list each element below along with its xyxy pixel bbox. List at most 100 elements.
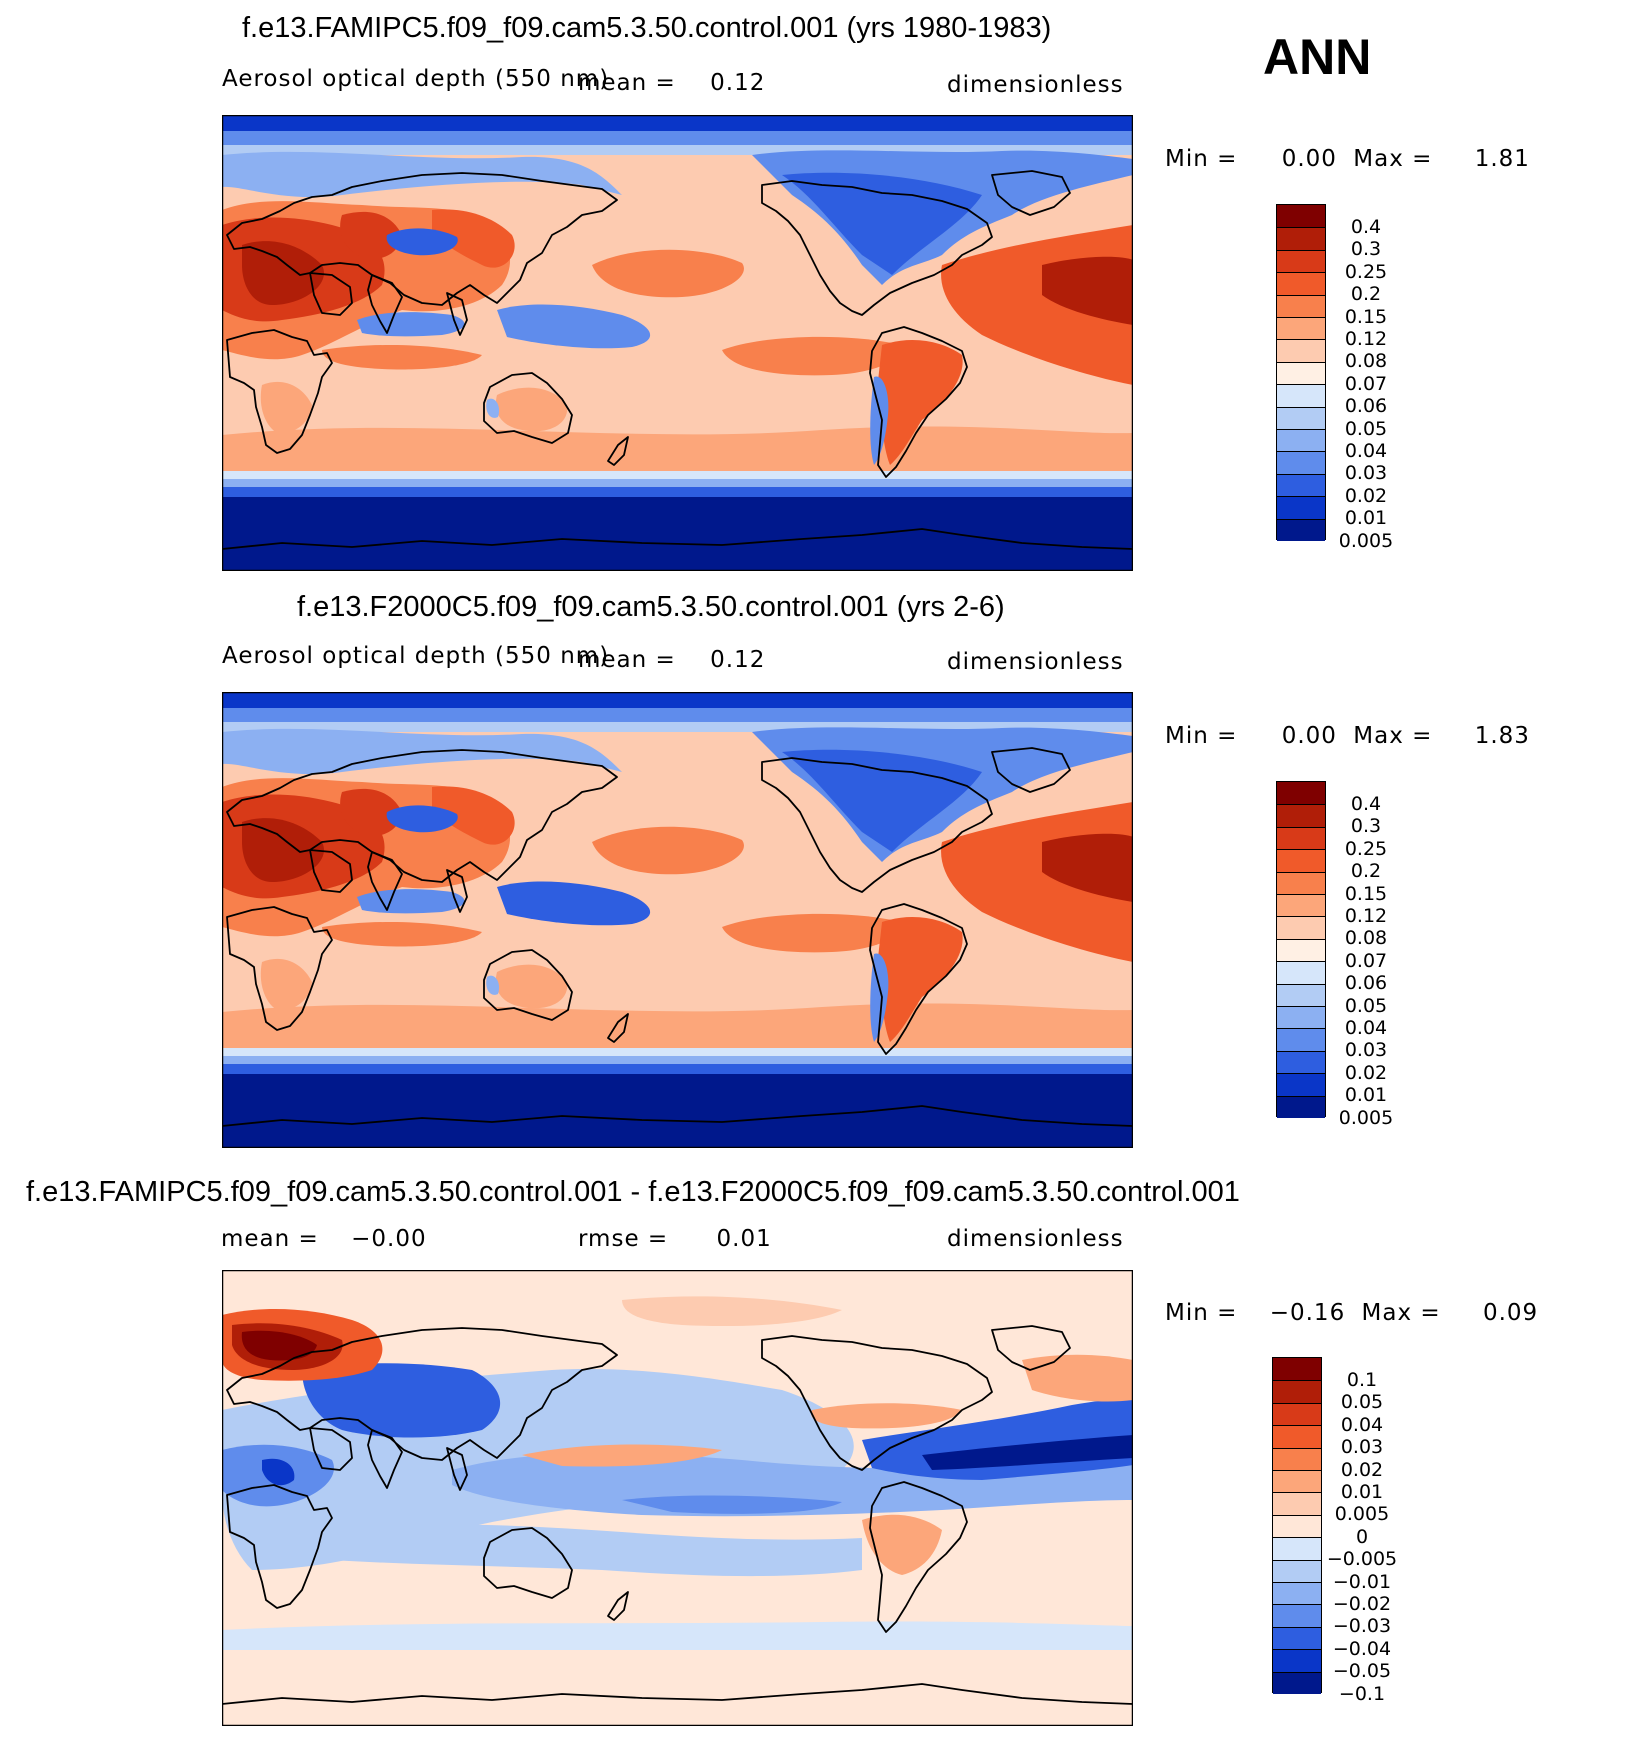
- colorbar-label: −0.03: [1332, 1615, 1392, 1638]
- colorbar-swatch: [1273, 1447, 1321, 1470]
- pacific-high-aod: [722, 913, 899, 953]
- colorbar-label: 0.08: [1344, 927, 1388, 950]
- colorbar-label: 0.005: [1338, 529, 1394, 552]
- colorbar-label: 0.02: [1344, 1061, 1388, 1084]
- colorbar-label: 0.2: [1350, 283, 1382, 306]
- colorbar-label: 0.01: [1344, 507, 1388, 530]
- colorbar-label: 0.3: [1350, 238, 1382, 261]
- colorbar-label: 0.15: [1344, 882, 1388, 905]
- coastline: [226, 1327, 618, 1461]
- australia-low-aod: [486, 398, 500, 418]
- australia-aod: [495, 387, 568, 432]
- colorbar-label: 0.25: [1344, 837, 1388, 860]
- map-frame: [222, 1270, 1133, 1726]
- colorbar-label: −0.02: [1332, 1593, 1392, 1615]
- colorbar-label: 0.04: [1344, 1017, 1388, 1039]
- colorbar-box: [1276, 781, 1326, 1118]
- colorbar-swatch: [1277, 826, 1325, 850]
- zero-band: [222, 1621, 1133, 1650]
- dust-core: [242, 818, 324, 882]
- north-polar-band: [222, 145, 1133, 155]
- colorbar-swatch: [1273, 1402, 1321, 1426]
- positive-diff-region: [622, 1296, 842, 1327]
- positive-diff-core: [241, 1330, 317, 1361]
- panel-2-mean-label: mean =: [578, 647, 676, 673]
- south-polar-band: [222, 471, 1133, 479]
- panel-3-min-label: Min =: [1165, 1300, 1238, 1326]
- coastline: [226, 172, 618, 306]
- colorbar-label: 0.06: [1344, 395, 1388, 418]
- coastline: [869, 903, 968, 1055]
- colorbar-label: 0.05: [1344, 994, 1388, 1017]
- colorbar-label: 0.02: [1344, 484, 1388, 507]
- panel-1-min-label: Min =: [1165, 146, 1238, 172]
- ocean-low-aod: [357, 889, 465, 914]
- southern-africa-aod: [260, 958, 312, 1011]
- panel-3-mean-value: −0.00: [351, 1226, 427, 1252]
- coastline: [607, 1013, 629, 1043]
- coastline: [309, 272, 353, 316]
- panel-1-variable: Aerosol optical depth (550 nm): [222, 66, 610, 92]
- colorbar-swatch: [1277, 361, 1325, 385]
- coastline: [991, 1325, 1071, 1371]
- tibet-low-aod: [386, 805, 458, 833]
- season-label: ANN: [1263, 29, 1372, 85]
- colorbar-swatch: [1273, 1380, 1321, 1403]
- panel-1-mean-label: mean =: [578, 70, 676, 96]
- andes-low-aod: [870, 376, 889, 465]
- south-polar-band: [222, 479, 1133, 487]
- coastline: [483, 372, 573, 444]
- colorbar-swatch: [1273, 1537, 1321, 1560]
- positive-diff-region: [522, 1444, 722, 1467]
- colorbar-swatch: [1273, 1470, 1321, 1493]
- strong-negative-diff: [262, 1458, 295, 1486]
- panel-3-units: dimensionless: [947, 1226, 1124, 1252]
- colorbar-label: 0.03: [1344, 1039, 1388, 1062]
- coastline: [607, 1591, 629, 1621]
- colorbar-label: 0.08: [1344, 350, 1388, 373]
- colorbar-label: 0.3: [1350, 815, 1382, 838]
- colorbar-label: 0.04: [1344, 440, 1388, 462]
- dust-core: [340, 211, 402, 259]
- colorbar-swatch: [1277, 871, 1325, 894]
- south-polar-band: [222, 1056, 1133, 1064]
- colorbar-swatch: [1273, 1626, 1321, 1650]
- panel-2-mean-value: 0.12: [710, 647, 766, 673]
- colorbar-swatch: [1277, 1028, 1325, 1051]
- pacific-high-aod: [592, 826, 744, 875]
- colorbar-swatch: [1277, 384, 1325, 407]
- colorbar-label: 0: [1355, 1525, 1369, 1548]
- panel-3-mean: mean = −0.00: [221, 1226, 427, 1252]
- colorbar-label: 0.4: [1350, 793, 1382, 815]
- colorbar-swatch: [1273, 1559, 1321, 1582]
- north-polar-band: [222, 115, 1133, 131]
- north-polar-band: [222, 708, 1133, 722]
- positive-diff-region: [1022, 1354, 1133, 1402]
- colorbar-swatch: [1273, 1358, 1321, 1381]
- coastline: [607, 436, 629, 466]
- coastline: [991, 170, 1071, 216]
- southern-africa-aod: [260, 381, 312, 434]
- ocean-aod-band: [322, 921, 482, 947]
- south-polar-band: [222, 1064, 1133, 1074]
- panel-2-title: f.e13.F2000C5.f09_f09.cam5.3.50.control.…: [297, 591, 1005, 623]
- colorbar-label: −0.05: [1332, 1660, 1392, 1683]
- coastline: [367, 274, 403, 334]
- colorbar-swatch: [1277, 294, 1325, 317]
- colorbar-label: 0.01: [1344, 1084, 1388, 1107]
- colorbar-label: 0.03: [1344, 462, 1388, 485]
- colorbar-swatch: [1273, 1425, 1321, 1448]
- colorbar-swatch: [1277, 451, 1325, 474]
- south-polar-band: [222, 1048, 1133, 1056]
- colorbar-label: 0.4: [1350, 216, 1382, 238]
- panel-3-title: f.e13.FAMIPC5.f09_f09.cam5.3.50.control.…: [26, 1176, 1240, 1208]
- colorbar-swatch: [1277, 496, 1325, 519]
- panel-2-max-label: Max =: [1353, 723, 1433, 749]
- coastline: [367, 851, 403, 911]
- colorbar-swatch: [1277, 227, 1325, 250]
- colorbar-label: 0.05: [1340, 1391, 1384, 1414]
- colorbar-label: 0.005: [1334, 1503, 1390, 1526]
- colorbar-swatch: [1277, 272, 1325, 295]
- positive-diff-region: [811, 1403, 962, 1429]
- dust-core: [340, 788, 402, 836]
